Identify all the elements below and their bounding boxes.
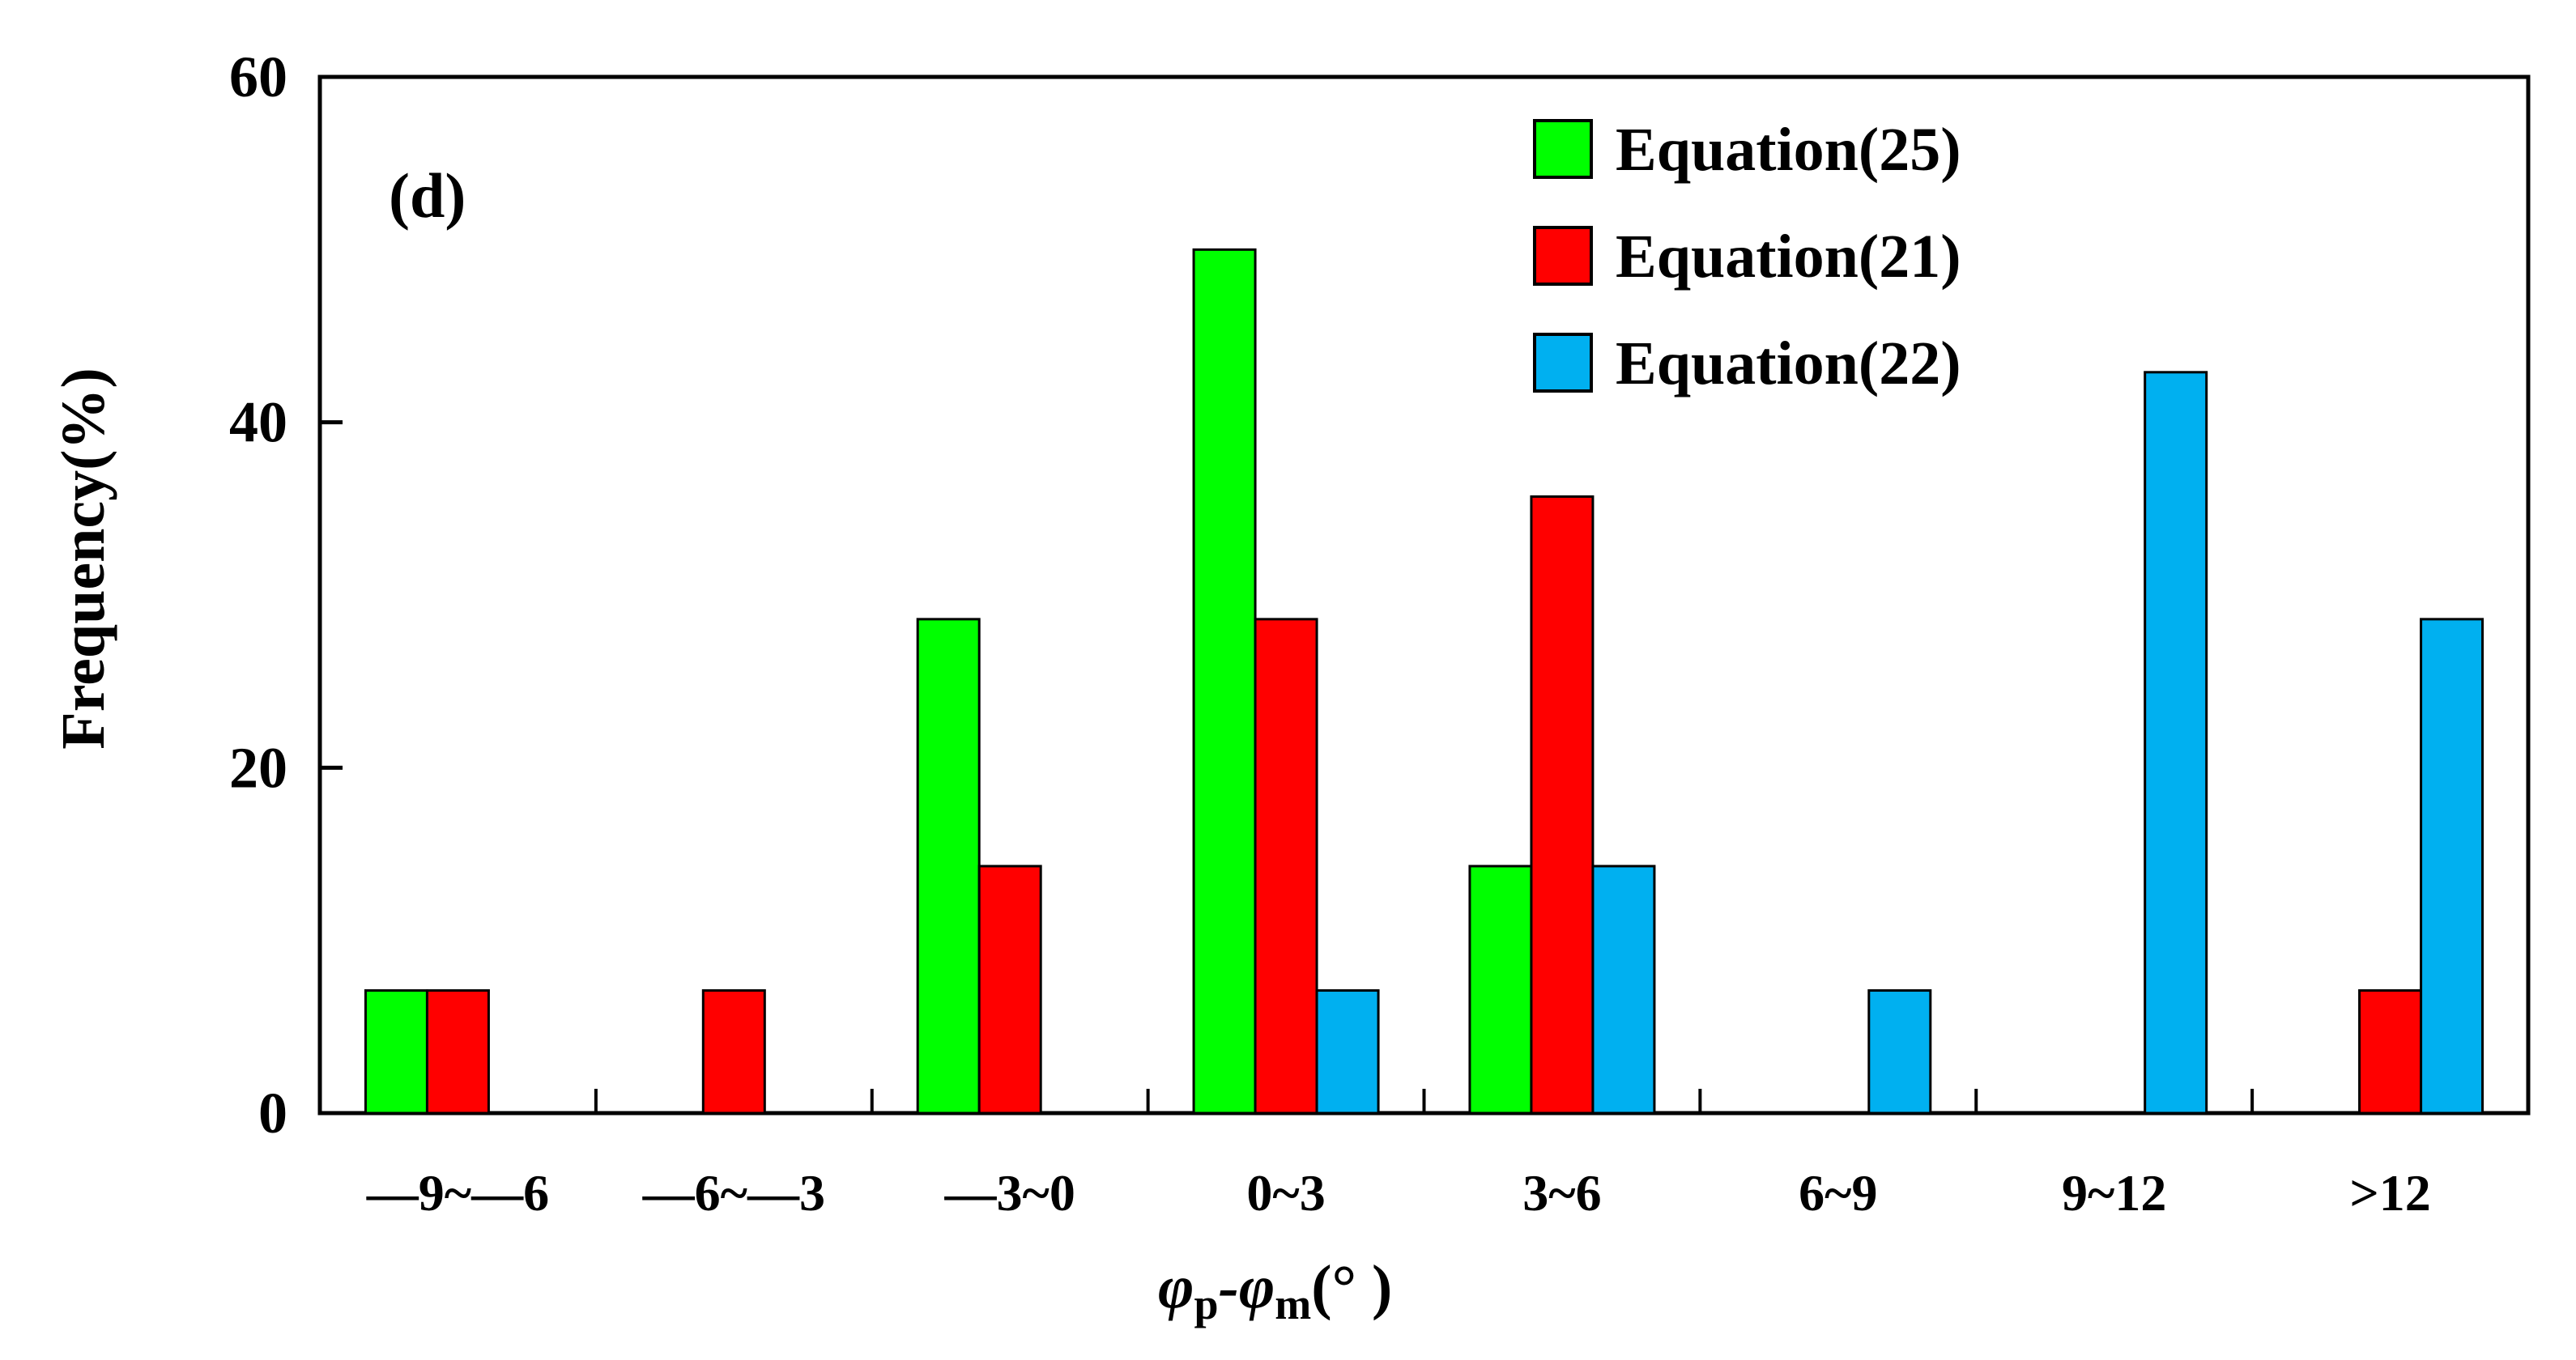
axes-group: 0 20 40 60 —9~—6 —6~—3 —3~0 0~3 3~6 6~9 9~12 >12 [229,45,2431,1222]
bar-equation22-4 [1591,865,1656,1115]
x-axis-title-sub-m: m [1275,1280,1311,1328]
bar-equation22-3 [1315,989,1380,1115]
bar-equation25-2 [916,618,981,1115]
y-tick-label-40: 40 [229,390,287,455]
x-tick-label-1: —6~—3 [642,1164,825,1222]
x-tick-label-3: 0~3 [1246,1164,1325,1222]
y-tick-label-20: 20 [229,735,287,800]
x-tick-label-4: 3~6 [1522,1164,1601,1222]
legend-label-2: Equation(22) [1616,329,1961,397]
x-axis-title-mid: -φ [1219,1253,1275,1321]
legend: Equation(25) Equation(21) Equation(22) [1533,116,1961,397]
x-axis-title-unit: (° ) [1311,1253,1392,1321]
x-axis-title-phi: φ [1158,1253,1194,1321]
bar-equation25-0 [364,989,428,1115]
bar-equation21-3 [1254,618,1318,1115]
y-tick-label-0: 0 [258,1081,287,1145]
bar-equation25-3 [1192,248,1257,1115]
x-tick-label-6: 9~12 [2062,1164,2166,1222]
bar-equation21-7 [2358,989,2423,1115]
bar-equation21-1 [701,989,766,1115]
bar-equation22-6 [2144,371,2208,1115]
bar-equation21-2 [977,865,1042,1115]
y-tick-label-60: 60 [229,45,287,109]
panel-label: (d) [389,160,466,231]
bar-equation22-5 [1867,989,1932,1115]
y-axis-title: Frequency(%) [49,368,117,749]
bars-group [364,248,2484,1115]
legend-swatch-2 [1533,333,1593,393]
x-tick-label-2: —3~0 [944,1164,1075,1222]
bar-equation21-0 [425,989,490,1115]
bar-equation21-4 [1530,495,1595,1115]
bar-equation22-7 [2420,618,2484,1115]
x-tick-label-0: —9~—6 [366,1164,549,1222]
x-axis-title-sub-p: p [1194,1280,1218,1328]
bar-equation25-4 [1468,865,1533,1115]
x-tick-label-5: 6~9 [1799,1164,1877,1222]
x-axis-title: φp-φm(° ) [1158,1253,1392,1328]
x-tick-label-7: >12 [2349,1164,2430,1222]
legend-label-0: Equation(25) [1616,116,1961,184]
legend-swatch-0 [1533,119,1593,179]
legend-label-1: Equation(21) [1616,223,1961,291]
legend-swatch-1 [1533,226,1593,286]
